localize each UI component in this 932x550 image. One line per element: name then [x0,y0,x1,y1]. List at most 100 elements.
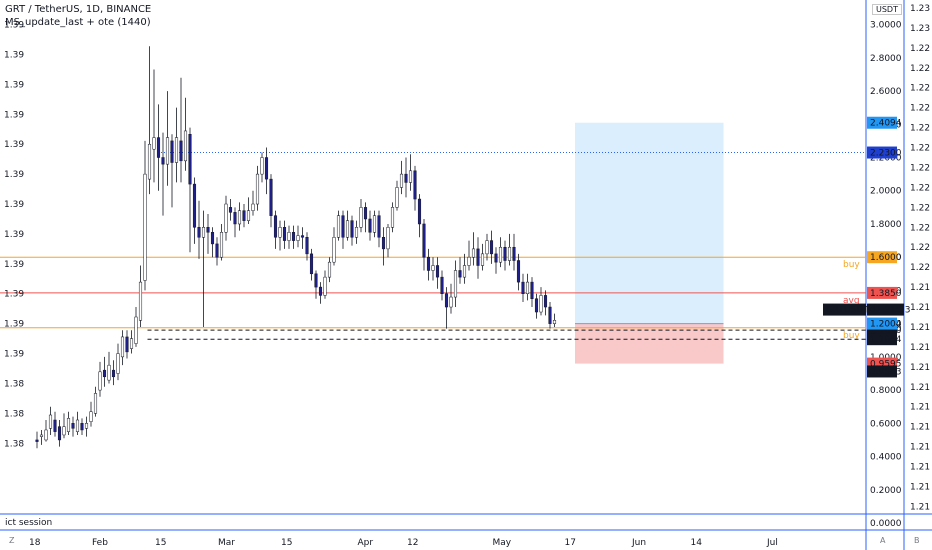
far-right-scale-label: 1.22 [910,144,930,154]
time-axis-label: Jul [766,538,778,548]
left-scale-label: 1.39 [4,230,24,240]
left-scale-label: 1.39 [4,51,24,61]
price-axis-label: 0.2000 [870,486,902,496]
candle-body [548,306,552,324]
far-right-scale-label: 1.22 [910,124,930,134]
auto-scale-button[interactable]: A [880,536,886,545]
candle-body [206,227,210,233]
far-right-scale-label: 1.21 [910,423,930,433]
price-tag-buy: 1.6000 [870,253,902,263]
candle-body [363,207,368,220]
time-axis-label: 12 [407,538,418,548]
candle-body [539,295,543,313]
price-tag-bg [867,286,897,299]
candle-body [390,207,395,228]
candle-body [399,173,404,188]
candle-body [291,232,296,241]
price-tag-bg [867,333,897,346]
time-axis-label: 18 [29,538,41,548]
candle-body [368,218,372,233]
far-right-scale-label: 1.21 [910,443,930,453]
time-axis-label: 17 [565,538,576,548]
candle-body [512,246,516,261]
time-axis-label: 14 [691,538,703,548]
time-axis-label: Mar [218,538,235,548]
candle-body [165,137,170,165]
candle-body [444,293,449,308]
time-axis-label: 15 [281,538,292,548]
candle-body [386,227,390,250]
candle-body [233,212,237,225]
price-axis-label: 2.6000 [870,87,902,97]
candle-body [237,210,242,225]
candle-body [449,296,453,308]
indicator-title[interactable]: MS_update_last + ote (1440) [5,17,151,28]
far-right-scale-label: 1.21 [910,343,930,353]
candle-body [332,237,336,263]
candle-body [377,215,381,238]
candle-body [345,220,350,238]
level-text-buy: buy [843,260,860,270]
candle-body [53,419,57,432]
far-right-scale-label: 1.22 [910,163,930,173]
time-axis-label: May [493,538,512,548]
far-right-scale-label: 1.21 [910,283,930,293]
candle-body [102,369,107,378]
candle-body [485,240,489,255]
candle-body [516,260,521,283]
far-right-scale-label: 1.22 [910,44,930,54]
price-tag-avg: 1.3850 [870,289,902,299]
far-right-scale-label: 1.21 [910,323,930,333]
scale-b-button[interactable]: B [914,536,920,545]
candle-body [75,419,80,432]
candle-body [408,170,413,183]
candle-body [341,215,345,238]
candle-body [323,276,327,296]
currency-button[interactable]: USDT [872,4,902,15]
candle-body [80,423,84,431]
far-right-scale-label: 1.22 [910,263,930,273]
left-scale-label: 1.39 [4,170,24,180]
candle-body [93,393,98,414]
candle-body [273,215,278,238]
candle-body [125,336,129,353]
symbol-title[interactable]: GRT / TetherUS, 1D, BINANCE [5,4,152,15]
candle-body [179,140,183,162]
candle-body [89,411,93,422]
price-axis-label: 3.0000 [870,21,902,31]
candle-body [57,426,62,441]
candle-body [251,203,255,211]
candle-body [498,246,503,263]
candle-body [98,371,102,391]
candle-body [228,207,233,213]
far-right-scale-label: 1.21 [910,303,930,313]
candle-body [489,240,494,255]
candle-body [372,215,377,233]
candle-body [530,281,534,299]
candle-body [62,426,66,436]
ict-session-label: ict session [5,518,53,528]
price-axis-label: 2.8000 [870,54,902,64]
price-axis-label: 0.6000 [870,419,902,429]
far-right-scale-label: 1.22 [910,243,930,253]
candle-body [192,183,197,228]
price-axis-label: 0.8000 [870,386,902,396]
candle-body [71,423,75,429]
far-right-scale-label: 1.21 [910,463,930,473]
left-scale-label: 1.39 [4,350,24,360]
price-tag-bg [867,365,897,378]
price-tag-bg [867,317,897,330]
candle-body [422,223,426,258]
candle-body [161,157,165,165]
current-symbol-bg [823,303,866,316]
candle-body [84,423,89,429]
left-scale-label: 1.39 [4,21,24,31]
current-symbol-label: GRTUSDT [826,306,869,316]
candle-body [129,338,134,349]
zoom-button[interactable]: Z [9,536,15,545]
price-tag-bg [867,146,897,159]
candle-body [296,235,300,241]
left-scale-label: 1.39 [4,290,24,300]
price-axis-label: 0.0000 [870,519,902,529]
